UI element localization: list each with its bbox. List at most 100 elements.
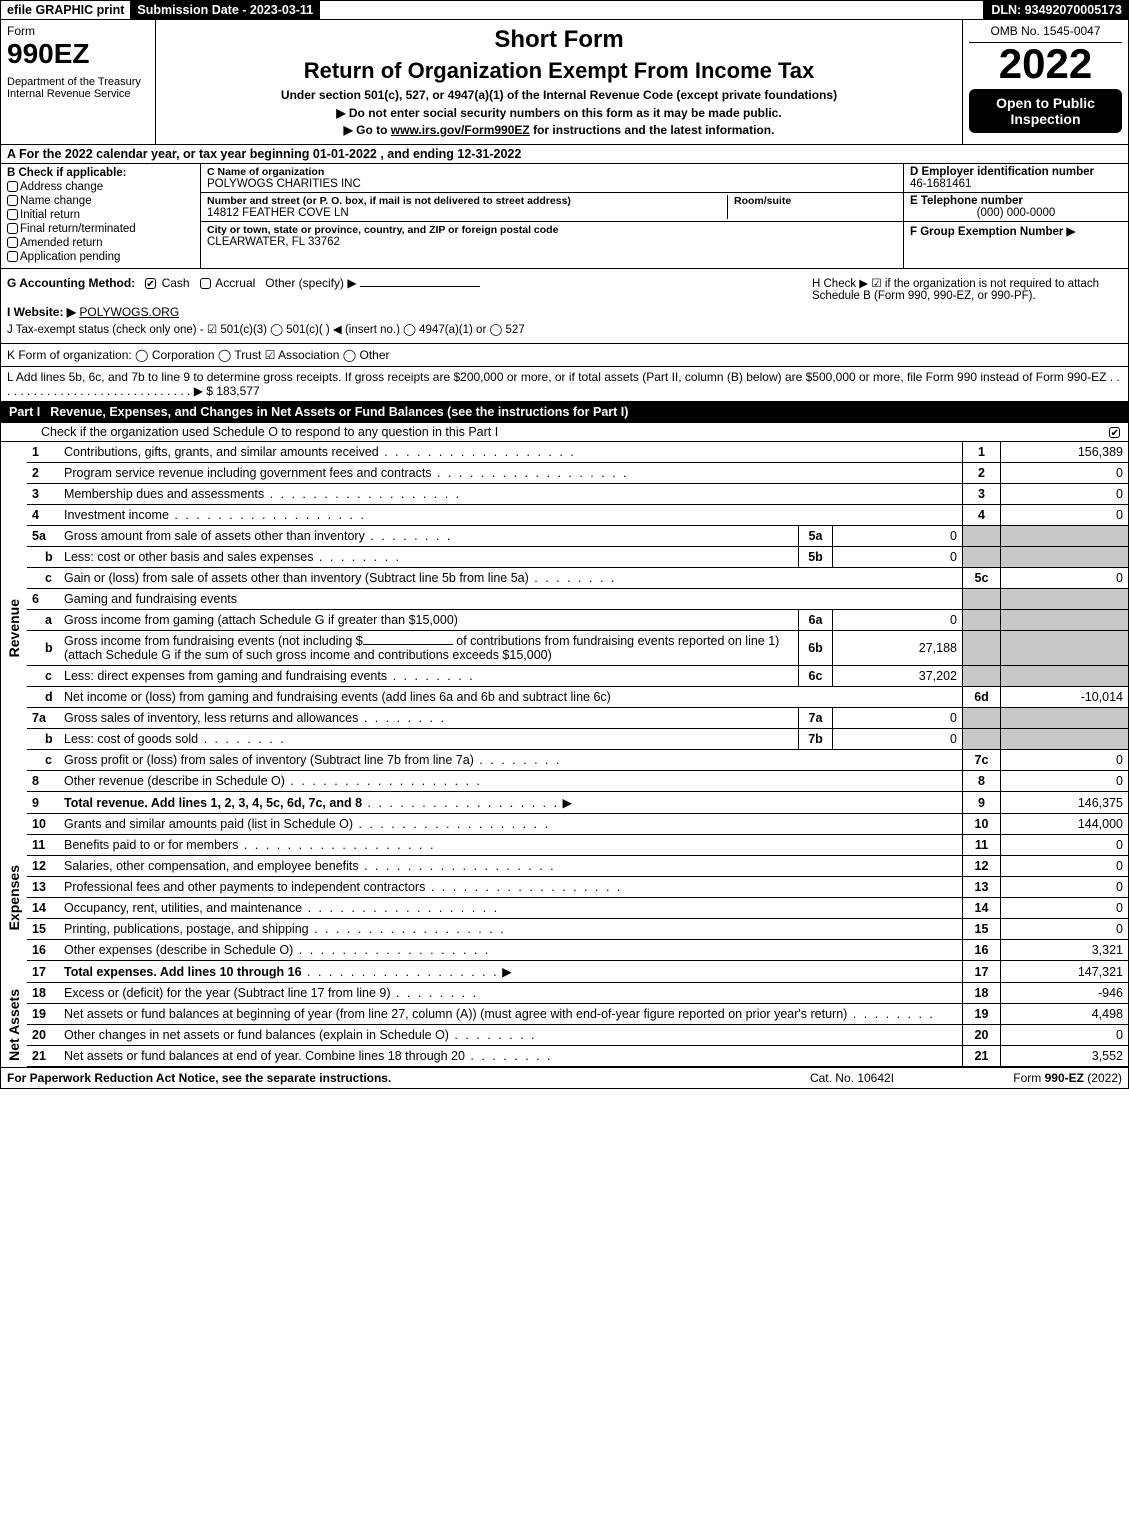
- l3-boxnum: 3: [963, 484, 1001, 505]
- l17-num: 17: [27, 961, 59, 983]
- l5b-grey2: [1001, 547, 1129, 568]
- l12-boxnum: 12: [963, 856, 1001, 877]
- l2-boxnum: 2: [963, 463, 1001, 484]
- l-gross-receipts: L Add lines 5b, 6c, and 7b to line 9 to …: [0, 367, 1129, 402]
- j-tax-status: J Tax-exempt status (check only one) - ☑…: [7, 322, 1122, 336]
- l17-desc: Total expenses. Add lines 10 through 16 …: [59, 961, 963, 983]
- c-street-row: Number and street (or P. O. box, if mail…: [201, 193, 903, 222]
- c-name-row: C Name of organization POLYWOGS CHARITIE…: [201, 164, 903, 193]
- l5c-desc: Gain or (loss) from sale of assets other…: [59, 568, 963, 589]
- l6a-sv: 0: [833, 610, 963, 631]
- l8-num: 8: [27, 771, 59, 792]
- l8-boxnum: 8: [963, 771, 1001, 792]
- l6c-num: c: [27, 666, 59, 687]
- chk-initial-return[interactable]: Initial return: [7, 209, 194, 221]
- tax-year: 2022: [969, 43, 1122, 85]
- part-1-table: Revenue 1 Contributions, gifts, grants, …: [0, 442, 1129, 1067]
- part-1-title: Part I: [9, 405, 40, 419]
- tab-expenses: Expenses: [1, 814, 28, 983]
- l5a-desc: Gross amount from sale of assets other t…: [59, 526, 799, 547]
- l13-boxnum: 13: [963, 877, 1001, 898]
- chk-accrual[interactable]: [200, 278, 211, 289]
- dln: DLN: 93492070005173: [984, 1, 1128, 19]
- l6a-grey2: [1001, 610, 1129, 631]
- l6a-desc: Gross income from gaming (attach Schedul…: [59, 610, 799, 631]
- l14-boxnum: 14: [963, 898, 1001, 919]
- l18-boxnum: 18: [963, 983, 1001, 1004]
- l5b-desc: Less: cost or other basis and sales expe…: [59, 547, 799, 568]
- l12-val: 0: [1001, 856, 1129, 877]
- l17-boxnum: 17: [963, 961, 1001, 983]
- c-city-row: City or town, state or province, country…: [201, 222, 903, 250]
- l15-desc: Printing, publications, postage, and shi…: [59, 919, 963, 940]
- l6d-num: d: [27, 687, 59, 708]
- open-inspection-badge: Open to Public Inspection: [969, 89, 1122, 133]
- efile-print[interactable]: efile GRAPHIC print: [1, 1, 131, 19]
- form-title: Return of Organization Exempt From Incom…: [162, 58, 956, 84]
- l20-desc: Other changes in net assets or fund bala…: [59, 1025, 963, 1046]
- l4-num: 4: [27, 505, 59, 526]
- org-street: 14812 FEATHER COVE LN: [207, 207, 727, 219]
- l7a-grey2: [1001, 708, 1129, 729]
- l10-boxnum: 10: [963, 814, 1001, 835]
- l19-val: 4,498: [1001, 1004, 1129, 1025]
- form-ref: Form 990-EZ (2022): [952, 1071, 1122, 1085]
- l6c-desc: Less: direct expenses from gaming and fu…: [59, 666, 799, 687]
- l4-boxnum: 4: [963, 505, 1001, 526]
- l6a-sb: 6a: [799, 610, 833, 631]
- website-link[interactable]: POLYWOGS.ORG: [79, 305, 179, 319]
- l20-boxnum: 20: [963, 1025, 1001, 1046]
- l14-num: 14: [27, 898, 59, 919]
- l7c-desc: Gross profit or (loss) from sales of inv…: [59, 750, 963, 771]
- l7c-boxnum: 7c: [963, 750, 1001, 771]
- chk-cash[interactable]: [145, 278, 156, 289]
- l7a-sb: 7a: [799, 708, 833, 729]
- l15-boxnum: 15: [963, 919, 1001, 940]
- l6-grey2: [1001, 589, 1129, 610]
- chk-amended-return[interactable]: Amended return: [7, 237, 194, 249]
- l13-desc: Professional fees and other payments to …: [59, 877, 963, 898]
- l6b-sb: 6b: [799, 631, 833, 666]
- l5b-sv: 0: [833, 547, 963, 568]
- l7b-grey: [963, 729, 1001, 750]
- chk-name-change[interactable]: Name change: [7, 195, 194, 207]
- h-schedule-b: H Check ▶ ☑ if the organization is not r…: [812, 276, 1122, 302]
- l6c-sb: 6c: [799, 666, 833, 687]
- l5a-grey: [963, 526, 1001, 547]
- l19-num: 19: [27, 1004, 59, 1025]
- l20-num: 20: [27, 1025, 59, 1046]
- l16-num: 16: [27, 940, 59, 961]
- l17-val: 147,321: [1001, 961, 1129, 983]
- l6b-sv: 27,188: [833, 631, 963, 666]
- l6d-desc: Net income or (loss) from gaming and fun…: [59, 687, 963, 708]
- l11-val: 0: [1001, 835, 1129, 856]
- c-name-label: C Name of organization: [207, 166, 897, 178]
- l5b-sb: 5b: [799, 547, 833, 568]
- l9-boxnum: 9: [963, 792, 1001, 814]
- l-value: 183,577: [216, 384, 259, 398]
- l8-val: 0: [1001, 771, 1129, 792]
- chk-final-return[interactable]: Final return/terminated: [7, 223, 194, 235]
- l6d-val: -10,014: [1001, 687, 1129, 708]
- chk-address-change[interactable]: Address change: [7, 181, 194, 193]
- l5b-num: b: [27, 547, 59, 568]
- l6-num: 6: [27, 589, 59, 610]
- chk-application-pending[interactable]: Application pending: [7, 251, 194, 263]
- l1-boxnum: 1: [963, 442, 1001, 463]
- l5a-sv: 0: [833, 526, 963, 547]
- l9-desc: Total revenue. Add lines 1, 2, 3, 4, 5c,…: [59, 792, 963, 814]
- form-header: Form 990EZ Department of the Treasury In…: [0, 20, 1129, 145]
- schedule-o-checkbox[interactable]: [1092, 425, 1122, 439]
- part-1-desc: Revenue, Expenses, and Changes in Net As…: [50, 405, 628, 419]
- l7b-num: b: [27, 729, 59, 750]
- l7b-sb: 7b: [799, 729, 833, 750]
- l3-num: 3: [27, 484, 59, 505]
- e-phone: E Telephone number (000) 000-0000: [904, 193, 1128, 222]
- e-label: E Telephone number: [910, 195, 1122, 207]
- l9-val: 146,375: [1001, 792, 1129, 814]
- irs-link[interactable]: www.irs.gov/Form990EZ: [391, 123, 530, 137]
- cat-no: Cat. No. 10642I: [752, 1071, 952, 1085]
- instr-link: ▶ Go to www.irs.gov/Form990EZ for instru…: [162, 123, 956, 137]
- l18-val: -946: [1001, 983, 1129, 1004]
- l7a-sv: 0: [833, 708, 963, 729]
